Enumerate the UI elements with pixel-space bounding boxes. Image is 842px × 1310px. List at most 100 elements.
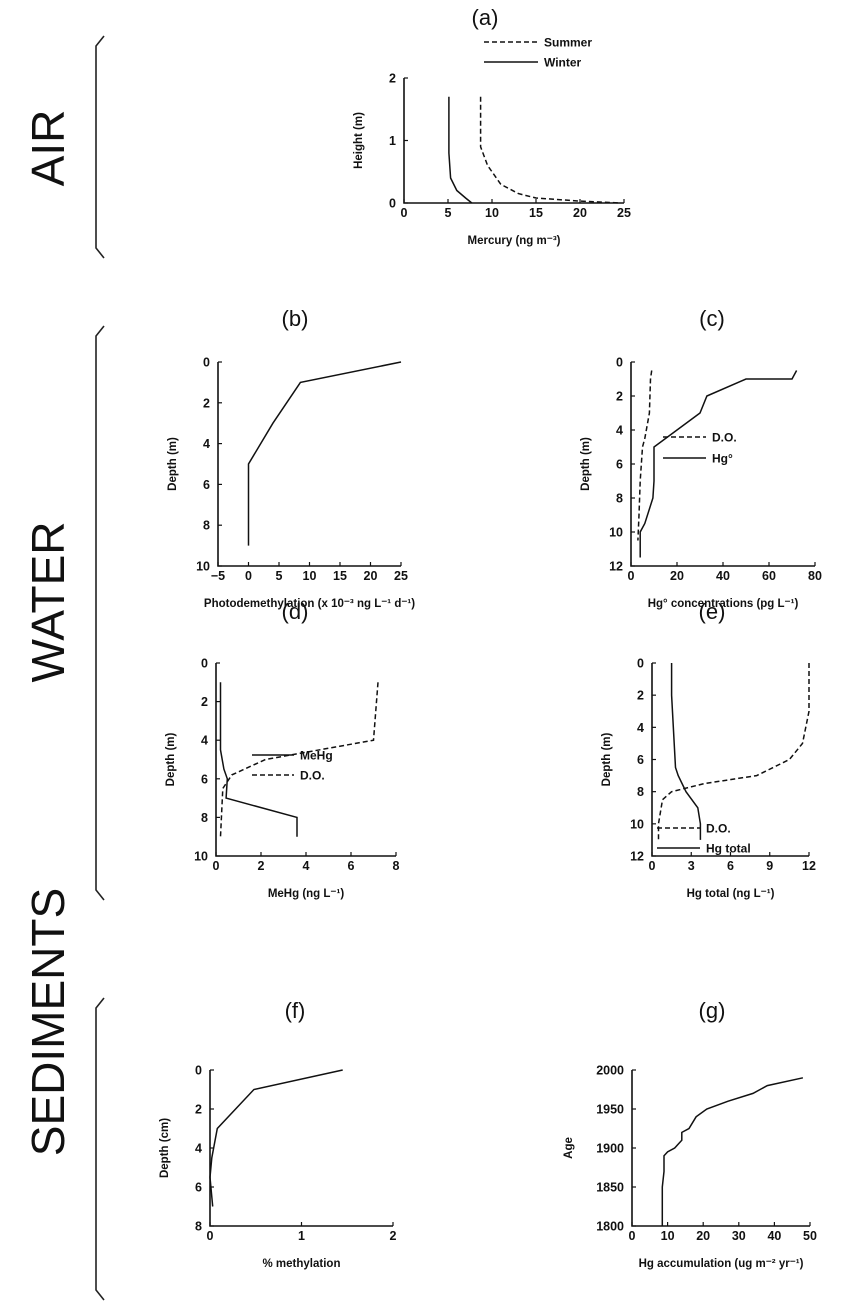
x-tick-label: 5: [445, 206, 452, 220]
y-tick-label: 6: [195, 1181, 202, 1195]
x-tick-label: 20: [573, 206, 587, 220]
panel-a-series-winter: [448, 96, 473, 204]
panel-b-axes: [217, 362, 401, 567]
x-tick-label: 6: [727, 859, 734, 873]
panel-b-label: (b): [282, 306, 309, 331]
y-tick-label: 6: [203, 478, 210, 492]
panel-a-series-summer: [479, 96, 620, 204]
panel-e-series-d-o: [657, 663, 810, 840]
y-tick-label: 2: [203, 396, 210, 410]
y-tick-label: 8: [637, 785, 644, 799]
x-tick-label: 30: [732, 1229, 746, 1243]
panel-c-x-axis-title: Hg° concentrations (pg L⁻¹): [648, 598, 799, 610]
panel-f: (f) 0 1 2 0 2 4 6 8 % methylation Depth (cm): [159, 998, 397, 1270]
x-tick-label: 50: [803, 1229, 817, 1243]
y-tick-label: 8: [195, 1220, 202, 1234]
x-tick-label: 10: [485, 206, 499, 220]
legend-label: Hg°: [712, 452, 733, 466]
y-tick-label: 12: [630, 850, 644, 864]
panel-f-label: (f): [285, 998, 306, 1023]
panel-c-label: (c): [699, 306, 725, 331]
panel-b-y-axis-title: Depth (m): [167, 437, 179, 491]
y-tick-label: 6: [201, 772, 208, 786]
panel-f-axes: [209, 1070, 393, 1227]
y-tick-label: 8: [201, 811, 208, 825]
x-tick-label: 0: [245, 569, 252, 583]
legend-label: D.O.: [300, 769, 325, 783]
x-tick-label: 0: [629, 1229, 636, 1243]
x-tick-label: 0: [649, 859, 656, 873]
legend-label: Hg total: [706, 842, 751, 856]
x-tick-label: 0: [213, 859, 220, 873]
y-tick-label: 10: [196, 560, 210, 574]
x-tick-label: 40: [767, 1229, 781, 1243]
y-tick-label: 1950: [596, 1103, 624, 1117]
panel-f-series-line: [209, 1069, 343, 1207]
x-tick-label: 10: [303, 569, 317, 583]
panel-a-axes: [403, 78, 624, 204]
x-tick-label: 20: [670, 569, 684, 583]
panel-g-x-axis-title: Hg accumulation (ug m⁻² yr⁻¹): [639, 1258, 804, 1270]
panel-c: (c) 0 20 40 60 80 0 2 4 6 8 10 12 Hg° concentrations …: [580, 306, 822, 610]
x-tick-label: 25: [394, 569, 408, 583]
x-tick-label: 1: [298, 1229, 305, 1243]
legend-label: D.O.: [712, 431, 737, 445]
section-label-sediments: SEDIMENTS: [22, 888, 74, 1156]
x-tick-label: −5: [211, 569, 225, 583]
y-tick-label: 10: [609, 526, 623, 540]
panel-g-series-line: [661, 1077, 804, 1226]
panel-c-series-hg: [639, 370, 798, 558]
panel-d-x-axis-title: MeHg (ng L⁻¹): [268, 888, 344, 900]
y-tick-label: 1850: [596, 1181, 624, 1195]
bracket-sediments: [95, 997, 105, 1301]
x-tick-label: 3: [688, 859, 695, 873]
panel-c-y-axis-title: Depth (m): [580, 437, 592, 491]
x-tick-label: 0: [401, 206, 408, 220]
x-tick-label: 12: [802, 859, 816, 873]
panel-d: (d) 0 2 4 6 8 0 2 4 6 8 10 MeHg (ng L⁻¹) Depth (m) MeH…: [165, 599, 400, 900]
y-tick-label: 0: [637, 657, 644, 671]
x-tick-label: 2: [258, 859, 265, 873]
y-tick-label: 1: [389, 134, 396, 148]
y-tick-label: 8: [616, 492, 623, 506]
y-tick-label: 2: [195, 1103, 202, 1117]
panel-d-series-mehg: [219, 682, 298, 837]
panel-e-label: (e): [699, 599, 726, 624]
section-label-air: AIR: [22, 110, 74, 187]
panel-f-x-axis-title: % methylation: [263, 1258, 341, 1270]
x-tick-label: 15: [333, 569, 347, 583]
legend-label: Summer: [544, 36, 592, 50]
y-tick-label: 10: [194, 850, 208, 864]
panel-d-label: (d): [282, 599, 309, 624]
panel-b-series-line: [247, 361, 402, 546]
x-tick-label: 0: [628, 569, 635, 583]
y-tick-label: 4: [203, 437, 210, 451]
bracket-air: [95, 35, 105, 259]
x-tick-label: 80: [808, 569, 822, 583]
panel-g-label: (g): [699, 998, 726, 1023]
y-tick-label: 0: [195, 1064, 202, 1078]
y-tick-label: 1800: [596, 1220, 624, 1234]
y-tick-label: 6: [637, 753, 644, 767]
panel-e-series-hg-total: [670, 663, 702, 840]
panel-e: (e) 0 3 6 9 12 0 2 4 6 8 10 12 Hg total (ng L⁻¹) Depth…: [601, 599, 816, 900]
panel-b-x-axis-title: Photodemethylation (x 10⁻³ ng L⁻¹ d⁻¹): [204, 598, 415, 610]
x-tick-label: 0: [207, 1229, 214, 1243]
x-tick-label: 4: [303, 859, 310, 873]
x-tick-label: 25: [617, 206, 631, 220]
x-tick-label: 20: [364, 569, 378, 583]
x-tick-label: 5: [276, 569, 283, 583]
y-tick-label: 0: [616, 356, 623, 370]
x-tick-label: 8: [393, 859, 400, 873]
y-tick-label: 4: [195, 1142, 202, 1156]
y-tick-label: 0: [203, 356, 210, 370]
x-tick-label: 20: [696, 1229, 710, 1243]
y-tick-label: 2: [201, 695, 208, 709]
bracket-water: [95, 325, 105, 901]
panel-b: (b) −5 0 5 10 15 20 25 0 2 4 6 8 10 Photodemethylation…: [167, 306, 415, 610]
panel-a: (a) 0 5 10 15 20 25 0 1 2 Mercury (ng m⁻³) Height (…: [353, 5, 631, 247]
x-tick-label: 60: [762, 569, 776, 583]
y-tick-label: 1900: [596, 1142, 624, 1156]
